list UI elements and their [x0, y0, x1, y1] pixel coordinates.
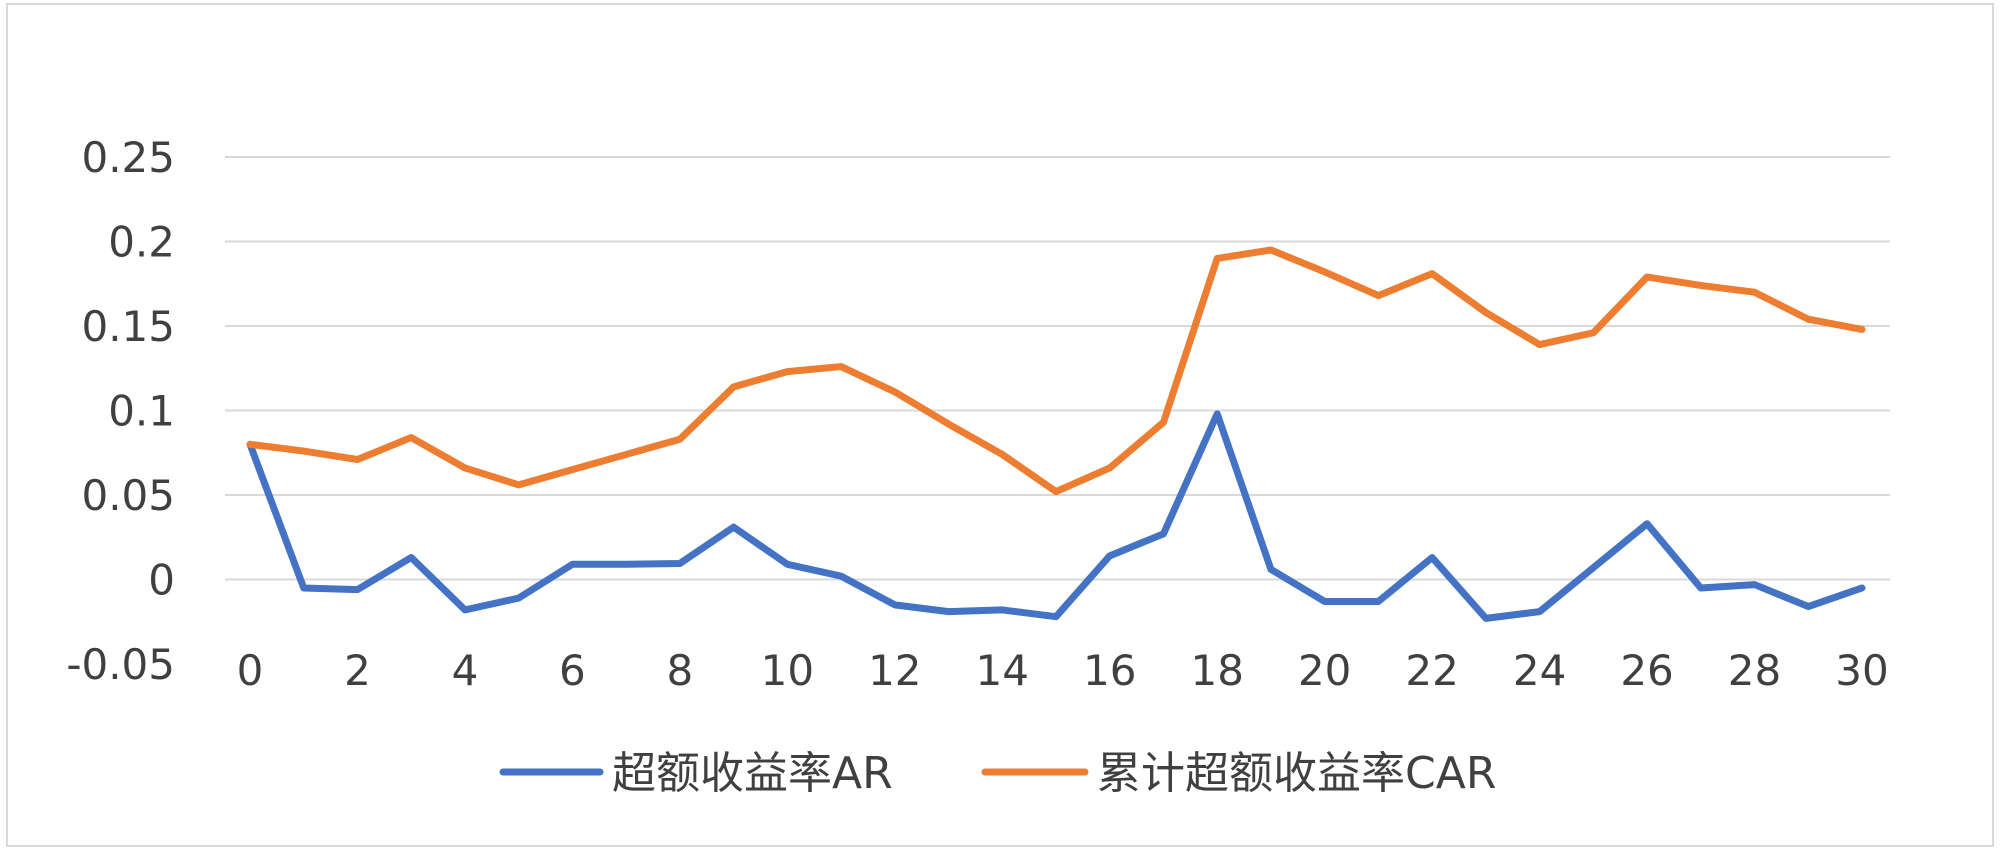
x-tick-label: 12: [868, 646, 921, 695]
y-axis: -0.05 0 0.05 0.1 0.15 0.2 0.25: [66, 133, 175, 689]
legend-item-2: 累计超额收益率CAR: [981, 748, 1496, 799]
legend-item-1: 超额收益率AR: [499, 748, 893, 799]
series-line-2: [246, 246, 1866, 496]
y-tick-label: -0.05: [66, 640, 175, 689]
legend-label: 累计超额收益率CAR: [1097, 748, 1496, 799]
x-tick-label: 28: [1728, 646, 1781, 695]
y-tick-label: 0.25: [81, 133, 175, 182]
x-tick-label: 4: [452, 646, 479, 695]
x-tick-label: 2: [344, 646, 371, 695]
x-tick-label: 26: [1620, 646, 1673, 695]
x-tick-label: 16: [1083, 646, 1136, 695]
x-tick-label: 10: [761, 646, 814, 695]
x-tick-label: 8: [666, 646, 693, 695]
series-layer: [246, 246, 1866, 622]
series-line-1: [246, 410, 1866, 622]
gridlines: [225, 156, 1890, 581]
legend: 超额收益率AR 累计超额收益率CAR: [499, 748, 1496, 799]
y-tick-label: 0.2: [108, 218, 175, 267]
x-tick-label: 24: [1513, 646, 1566, 695]
x-axis: 0 2 4 6 8 10 12 14 16 18 20 22 24 26 28 30: [237, 646, 1889, 695]
x-tick-label: 22: [1405, 646, 1458, 695]
x-tick-label: 0: [237, 646, 264, 695]
y-tick-label: 0.15: [81, 302, 175, 351]
y-tick-label: 0: [148, 556, 175, 605]
y-tick-label: 0.05: [81, 471, 175, 520]
y-tick-label: 0.1: [108, 387, 175, 436]
chart-frame: [6, 3, 1994, 847]
x-tick-label: 18: [1190, 646, 1243, 695]
x-tick-label: 20: [1298, 646, 1351, 695]
x-tick-label: 6: [559, 646, 586, 695]
x-tick-label: 14: [976, 646, 1029, 695]
legend-label: 超额收益率AR: [612, 748, 893, 799]
x-tick-label: 30: [1835, 646, 1888, 695]
